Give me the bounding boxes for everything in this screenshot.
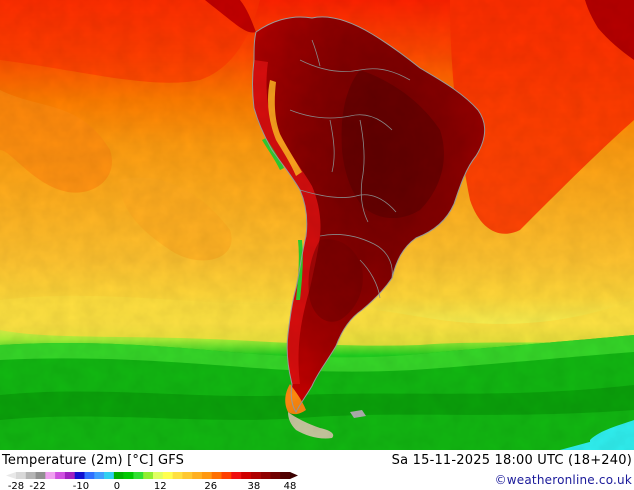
scale-swatch <box>280 472 291 479</box>
scale-swatch <box>143 472 154 479</box>
scale-swatch <box>162 472 173 479</box>
scale-tick-label: 48 <box>284 481 297 490</box>
scale-swatch <box>113 472 124 479</box>
scale-tick-label: 0 <box>114 481 120 490</box>
color-scale-legend: -28 -22 -10 0 12 26 38 48 <box>6 472 298 490</box>
scale-swatch <box>260 472 271 479</box>
credit-link[interactable]: ©weatheronline.co.uk <box>494 473 632 487</box>
scale-swatch <box>16 472 27 479</box>
scale-swatch <box>55 472 66 479</box>
scale-swatch <box>192 472 203 479</box>
map-footer: Temperature (2m) [°C] GFS Sa 15-11-2025 … <box>0 450 634 490</box>
scale-swatch <box>201 472 213 479</box>
scale-swatch <box>172 472 183 479</box>
scale-swatch <box>45 472 56 479</box>
scale-swatch <box>270 472 281 479</box>
scale-swatch <box>35 472 46 479</box>
scale-tick-label: 38 <box>248 481 261 490</box>
scale-swatch <box>84 472 95 479</box>
scale-tick-label: -28 <box>8 481 24 490</box>
temperature-map <box>0 0 634 450</box>
scale-swatch <box>153 472 164 479</box>
scale-arrow-right <box>290 472 298 479</box>
scale-tick-label: 12 <box>154 481 167 490</box>
scale-swatch <box>221 472 232 479</box>
scale-swatch <box>74 472 85 479</box>
scale-swatch <box>211 472 222 479</box>
scale-tick-label: 26 <box>204 481 217 490</box>
scale-swatch <box>231 472 242 479</box>
scale-tick-label: -22 <box>29 481 45 490</box>
scale-swatch <box>123 472 134 479</box>
map-title: Temperature (2m) [°C] GFS <box>2 453 185 468</box>
scale-swatch <box>133 472 144 479</box>
scale-swatch <box>250 472 261 479</box>
scale-arrow-left <box>6 472 16 479</box>
scale-swatch <box>241 472 252 479</box>
forecast-datetime: Sa 15-11-2025 18:00 UTC (18+240) <box>391 453 632 468</box>
scale-tick-label: -10 <box>73 481 89 490</box>
scale-swatch <box>25 472 36 479</box>
scale-swatch <box>104 472 115 479</box>
scale-swatch <box>94 472 105 479</box>
scale-swatch <box>182 472 193 479</box>
scale-swatch <box>64 472 76 479</box>
texture-overlay <box>0 0 634 450</box>
